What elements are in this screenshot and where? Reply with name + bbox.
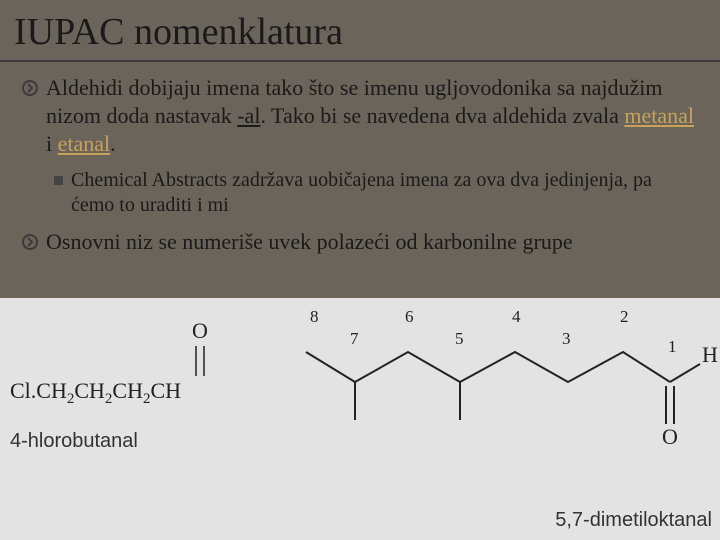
svg-text:Cl.CH2CH2CH2CH: Cl.CH2CH2CH2CH [10,378,181,407]
square-bullet-icon [54,176,63,185]
bullet-1-text: Aldehidi dobijaju imena tako što se imen… [46,74,698,158]
svg-text:4: 4 [512,307,521,326]
arrow-circle-icon [22,80,38,96]
svg-text:1: 1 [668,337,677,356]
bullet-2-text: Osnovni niz se numeriše uvek polazeći od… [46,228,573,256]
sub-bullet-1: Chemical Abstracts zadržava uobičajena i… [54,168,698,218]
svg-text:O: O [192,318,208,343]
svg-text:6: 6 [405,307,414,326]
dimethyloctanal-label: 5,7-dimetiloktanal [555,509,712,532]
sub-bullet-1-text: Chemical Abstracts zadržava uobičajena i… [71,168,698,218]
arrow-circle-icon [22,234,38,250]
page-title: IUPAC nomenklatura [0,0,720,62]
bullet-2: Osnovni niz se numeriše uvek polazeći od… [22,228,698,256]
chlorobutanal-structure: O Cl.CH2CH2CH2CH [6,316,266,446]
svg-text:O: O [662,424,678,449]
chlorobutanal-label: 4-hlorobutanal [10,430,138,453]
svg-text:H: H [702,342,718,367]
content-area: Aldehidi dobijaju imena tako što se imen… [0,62,720,257]
bullet-1: Aldehidi dobijaju imena tako što se imen… [22,74,698,158]
svg-text:8: 8 [310,307,319,326]
dimethyloctanal-structure: 8 7 6 5 4 3 2 1 O H [290,302,720,472]
svg-text:2: 2 [620,307,629,326]
svg-text:7: 7 [350,329,359,348]
svg-text:3: 3 [562,329,571,348]
svg-text:5: 5 [455,329,464,348]
chemistry-panel: O Cl.CH2CH2CH2CH 4-hlorobutanal 8 7 6 5 … [0,298,720,540]
